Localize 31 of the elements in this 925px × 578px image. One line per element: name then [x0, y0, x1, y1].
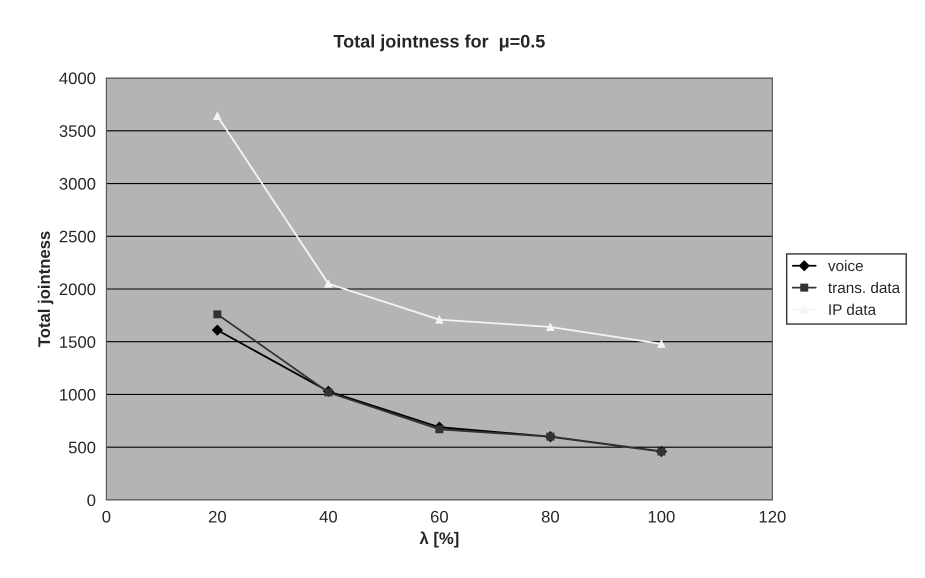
x-tick-label: 20	[208, 510, 226, 523]
y-tick-label: 1000	[60, 388, 96, 401]
y-tick-label: 2500	[60, 230, 96, 242]
point	[657, 340, 666, 348]
point	[435, 316, 444, 324]
x-tick-label: 60	[430, 510, 448, 523]
y-tick-label: 3000	[60, 178, 96, 190]
y-tick-label: 4000	[59, 72, 96, 84]
legend-label: IP data	[829, 304, 876, 315]
y-axis-title: Total jointness	[38, 231, 54, 347]
x-tick-label: 100	[648, 510, 675, 523]
x-tick-label: 80	[542, 510, 559, 523]
point	[546, 322, 554, 331]
point	[324, 280, 332, 288]
point	[213, 112, 222, 120]
x-tick-label: 40	[319, 510, 337, 523]
y-tick-label: 1500	[60, 336, 96, 348]
y-tick-label: 3500	[60, 125, 96, 137]
legend-label: trans. data	[828, 282, 900, 294]
y-tick-label: 0	[87, 494, 96, 506]
x-axis-title: λ [%]	[420, 531, 458, 548]
point	[435, 425, 444, 434]
x-tick-label: 0	[102, 510, 110, 523]
point	[324, 388, 332, 396]
point	[213, 310, 222, 318]
x-tick-label: 120	[760, 510, 786, 523]
y-tick-label: 2000	[60, 283, 96, 296]
legend-label: voice	[828, 260, 863, 272]
y-tick-label: 500	[68, 442, 96, 454]
point	[212, 324, 223, 336]
chart-title: Total jointness for μ=0.5	[334, 34, 545, 52]
